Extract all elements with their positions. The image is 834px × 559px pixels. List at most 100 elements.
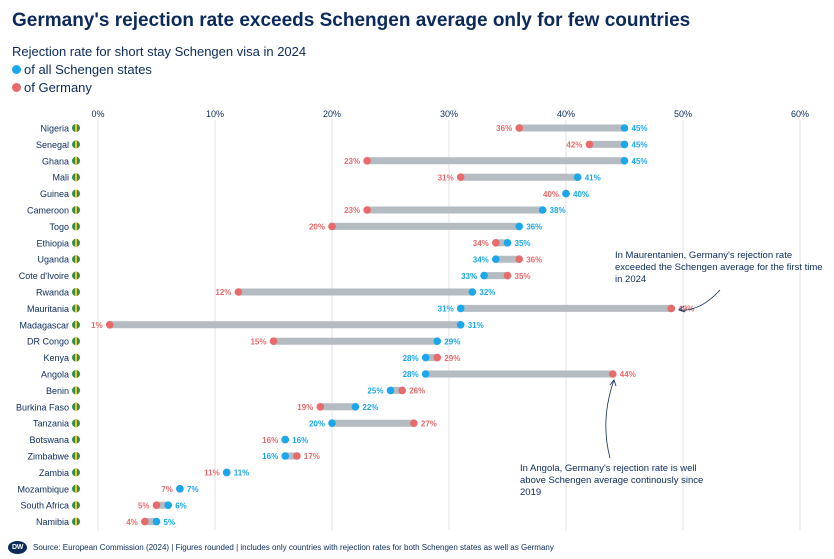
germany-value-label: 29% xyxy=(444,354,460,363)
germany-dot xyxy=(234,288,243,296)
flag-icon-stripe xyxy=(75,304,77,313)
country-label: Senegal xyxy=(36,140,69,150)
schengen-value-label: 11% xyxy=(234,469,250,478)
schengen-dot xyxy=(433,337,442,346)
footer-source: Source: European Commission (2024) | Fig… xyxy=(33,543,554,552)
footer: DW Source: European Commission (2024) | … xyxy=(8,541,554,554)
annotation-arrow-mauritania xyxy=(678,289,721,311)
country-label: Namibia xyxy=(36,517,69,527)
germany-value-label: 4% xyxy=(126,518,138,527)
schengen-value-label: 38% xyxy=(550,206,566,215)
x-tick-label: 20% xyxy=(323,109,341,119)
annotation-line: exceeded the Schengen average for the fi… xyxy=(615,262,823,273)
germany-value-label: 49% xyxy=(678,305,694,314)
schengen-value-label: 16% xyxy=(262,452,278,461)
germany-value-label: 23% xyxy=(344,206,360,215)
schengen-dot xyxy=(456,304,465,313)
country-label: South Africa xyxy=(20,501,69,511)
germany-value-label: 15% xyxy=(250,337,266,346)
germany-value-label: 17% xyxy=(304,452,320,461)
x-tick-label: 50% xyxy=(674,109,692,119)
flag-icon-stripe xyxy=(75,140,77,149)
germany-value-label: 20% xyxy=(309,223,325,232)
germany-dot xyxy=(141,517,149,526)
flag-icon-stripe xyxy=(75,189,77,198)
country-label: Cote d'Ivoire xyxy=(19,271,69,281)
flag-icon-stripe xyxy=(75,337,77,346)
country-label: Nigeria xyxy=(40,124,69,134)
flag-icon-stripe xyxy=(75,271,77,280)
country-label: Togo xyxy=(49,222,69,232)
germany-dot xyxy=(456,173,465,181)
annotation-line: above Schengen average continously since xyxy=(520,475,703,486)
flag-icon-stripe xyxy=(75,419,77,428)
germany-dot xyxy=(410,419,418,428)
country-label: Cameroon xyxy=(27,206,69,216)
flag-icon-stripe xyxy=(75,501,77,510)
x-tick-label: 40% xyxy=(557,109,575,119)
schengen-value-label: 45% xyxy=(632,124,648,133)
germany-dot xyxy=(609,370,617,378)
germany-dot xyxy=(269,337,278,346)
schengen-dot xyxy=(620,157,629,165)
germany-value-label: 5% xyxy=(138,501,150,510)
chart-title: Germany's rejection rate exceeds Schenge… xyxy=(12,10,691,31)
germany-value-label: 11% xyxy=(204,469,220,478)
country-label: Zimbabwe xyxy=(27,452,69,462)
schengen-dot xyxy=(468,288,477,296)
germany-value-label: 26% xyxy=(409,387,425,396)
country-label: Madagascar xyxy=(19,320,69,330)
schengen-dot xyxy=(492,255,500,263)
schengen-value-label: 33% xyxy=(461,272,477,281)
country-label: DR Congo xyxy=(27,337,69,347)
x-tick-label: 10% xyxy=(206,109,224,119)
flag-icon-stripe xyxy=(75,206,77,214)
schengen-dot xyxy=(152,517,161,526)
germany-value-label: 40% xyxy=(543,190,559,199)
schengen-dot xyxy=(222,468,231,477)
schengen-value-label: 35% xyxy=(515,239,531,248)
annotation-line: 2019 xyxy=(520,487,541,498)
annotation-arrow-angola xyxy=(605,379,615,459)
schengen-value-label: 22% xyxy=(362,403,378,412)
country-label: Botswana xyxy=(29,435,69,445)
germany-value-label: 31% xyxy=(438,173,454,182)
annotation-line: In Angola, Germany's rejection rate is w… xyxy=(520,463,697,474)
country-label: Zambia xyxy=(39,468,69,478)
germany-value-label: 34% xyxy=(473,239,489,248)
germany-value-label: 12% xyxy=(215,288,231,297)
schengen-value-label: 31% xyxy=(468,321,484,330)
legend-label-germany: of Germany xyxy=(24,80,92,95)
country-label: Benin xyxy=(46,386,69,396)
x-tick-label: 60% xyxy=(791,109,809,119)
schengen-value-label: 45% xyxy=(632,141,648,150)
legend-item-schengen: of all Schengen states xyxy=(12,62,152,77)
germany-value-label: 19% xyxy=(297,403,313,412)
schengen-value-label: 36% xyxy=(526,223,542,232)
schengen-dot xyxy=(620,140,629,149)
country-label: Guinea xyxy=(40,189,69,199)
schengen-dot xyxy=(620,124,629,132)
country-label: Tanzania xyxy=(33,419,69,429)
schengen-dot xyxy=(421,370,430,378)
germany-value-label: 44% xyxy=(620,370,636,379)
flag-icon-stripe xyxy=(75,222,77,231)
schengen-dot xyxy=(351,403,360,411)
schengen-value-label: 20% xyxy=(309,419,325,428)
flag-icon-stripe xyxy=(75,156,77,165)
flag-icon-stripe xyxy=(75,517,77,526)
flag-icon-stripe xyxy=(75,124,77,132)
germany-value-label: 36% xyxy=(496,124,512,133)
legend-dot-germany xyxy=(12,83,21,92)
legend-dot-schengen xyxy=(12,65,21,74)
germany-dot xyxy=(152,501,161,510)
schengen-value-label: 6% xyxy=(175,501,187,510)
flag-icon-stripe xyxy=(75,353,77,362)
x-tick-label: 30% xyxy=(440,109,458,119)
flag-icon-stripe xyxy=(75,238,77,247)
schengen-value-label: 25% xyxy=(367,387,383,396)
germany-value-label: 16% xyxy=(262,436,278,445)
flag-icon-stripe xyxy=(75,452,77,460)
flag-icon-stripe xyxy=(75,402,77,411)
